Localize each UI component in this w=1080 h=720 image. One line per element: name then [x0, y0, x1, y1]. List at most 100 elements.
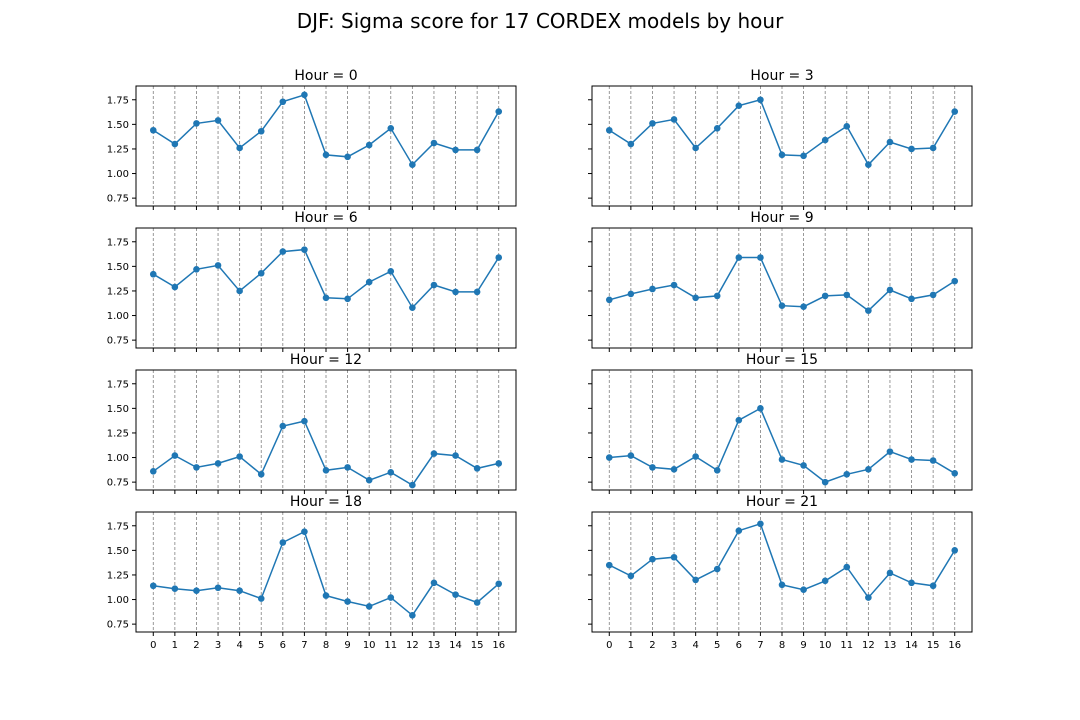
- data-point: [649, 285, 656, 293]
- data-point: [452, 452, 459, 459]
- data-point: [257, 470, 265, 478]
- data-point: [821, 478, 829, 486]
- data-point: [800, 462, 807, 469]
- x-tick-label: 4: [236, 640, 242, 651]
- data-point: [908, 145, 915, 153]
- data-point: [473, 146, 481, 154]
- x-tick-label: 8: [779, 640, 785, 651]
- data-point: [735, 527, 743, 534]
- data-point: [627, 572, 635, 580]
- data-point: [713, 292, 721, 300]
- data-point: [149, 582, 157, 590]
- data-point: [670, 116, 678, 123]
- data-point: [193, 587, 200, 594]
- data-point: [908, 456, 915, 463]
- x-tick-label: 7: [301, 640, 307, 651]
- data-point: [843, 123, 851, 130]
- data-point: [149, 126, 157, 134]
- data-point: [452, 591, 459, 598]
- data-point: [735, 102, 743, 109]
- y-tick-label: 1.50: [107, 546, 129, 557]
- x-tick-label: 2: [649, 640, 655, 651]
- x-tick-label: 12: [862, 640, 875, 651]
- y-tick-label: 1.50: [107, 262, 129, 273]
- data-point: [365, 476, 373, 484]
- data-point: [886, 569, 894, 577]
- data-point: [713, 124, 721, 132]
- x-tick-label: 14: [449, 640, 462, 651]
- x-tick-label: 6: [280, 640, 286, 651]
- data-point: [149, 270, 157, 278]
- subplot-panel: Hour = 15: [588, 352, 973, 494]
- data-point: [929, 144, 937, 152]
- x-tick-label: 1: [628, 640, 634, 651]
- data-point: [301, 91, 308, 99]
- data-point: [495, 580, 503, 588]
- data-point: [171, 452, 179, 459]
- y-tick-label: 1.25: [107, 570, 129, 581]
- data-point: [257, 269, 265, 277]
- subplot-panel: Hour = 180 1 2 3 4 5 6 7 8 9 10 11 12 13 14 15 160.751.0…: [107, 494, 517, 651]
- data-point: [279, 98, 287, 106]
- data-point: [301, 528, 308, 535]
- data-point: [301, 417, 308, 425]
- subplot-panel: Hour = 3: [588, 68, 973, 210]
- y-tick-label: 0.75: [107, 194, 129, 205]
- data-point: [236, 587, 243, 594]
- y-tick-label: 1.75: [107, 521, 129, 532]
- y-tick-label: 1.75: [107, 95, 129, 106]
- data-point: [171, 283, 179, 291]
- x-tick-label: 9: [344, 640, 350, 651]
- subplot-panel: Hour = 6 0.75 1.00 1.25 1.50 1.75: [107, 210, 517, 352]
- data-point: [735, 416, 743, 424]
- figure-title: DJF: Sigma score for 17 CORDEX models by…: [296, 9, 784, 33]
- data-point: [865, 161, 872, 168]
- data-point: [605, 454, 613, 461]
- data-point: [735, 254, 743, 261]
- x-tick-label: 11: [840, 640, 853, 651]
- data-point: [649, 464, 656, 471]
- x-tick-label: 3: [671, 640, 677, 651]
- data-point: [257, 127, 265, 135]
- data-point: [951, 469, 959, 477]
- y-tick-label: 1.50: [107, 120, 129, 131]
- data-point: [821, 292, 829, 300]
- x-tick-label: 9: [800, 640, 806, 651]
- data-point: [473, 288, 481, 296]
- data-point: [301, 246, 308, 253]
- data-point: [649, 120, 656, 127]
- data-point: [778, 151, 786, 159]
- y-tick-label: 0.75: [107, 478, 129, 489]
- data-point: [670, 466, 678, 473]
- data-point: [409, 481, 416, 489]
- data-point: [430, 579, 438, 587]
- y-tick-label: 1.50: [107, 404, 129, 415]
- data-point: [430, 450, 438, 457]
- data-point: [214, 460, 222, 467]
- x-tick-label: 10: [819, 640, 832, 651]
- x-tick-label: 11: [384, 640, 397, 651]
- data-point: [865, 594, 872, 601]
- data-point: [778, 581, 786, 589]
- data-point: [843, 291, 851, 299]
- data-point: [692, 453, 699, 460]
- data-point: [800, 152, 807, 160]
- data-point: [843, 470, 851, 478]
- data-point: [322, 151, 330, 159]
- x-tick-label: 13: [428, 640, 441, 651]
- data-point: [149, 468, 157, 475]
- data-point: [279, 248, 287, 255]
- x-tick-label: 6: [736, 640, 742, 651]
- x-tick-label: 16: [948, 640, 961, 651]
- data-point: [452, 146, 459, 154]
- data-point: [409, 161, 416, 168]
- y-tick-label: 1.25: [107, 286, 129, 297]
- subplot-panel: Hour = 0 0.75 1.00 1.25 1.50 1.75: [107, 68, 517, 210]
- data-point: [713, 467, 721, 474]
- x-tick-label: 5: [714, 640, 720, 651]
- data-point: [430, 139, 438, 147]
- data-point: [951, 277, 959, 285]
- data-point: [670, 281, 678, 289]
- data-point: [409, 304, 416, 311]
